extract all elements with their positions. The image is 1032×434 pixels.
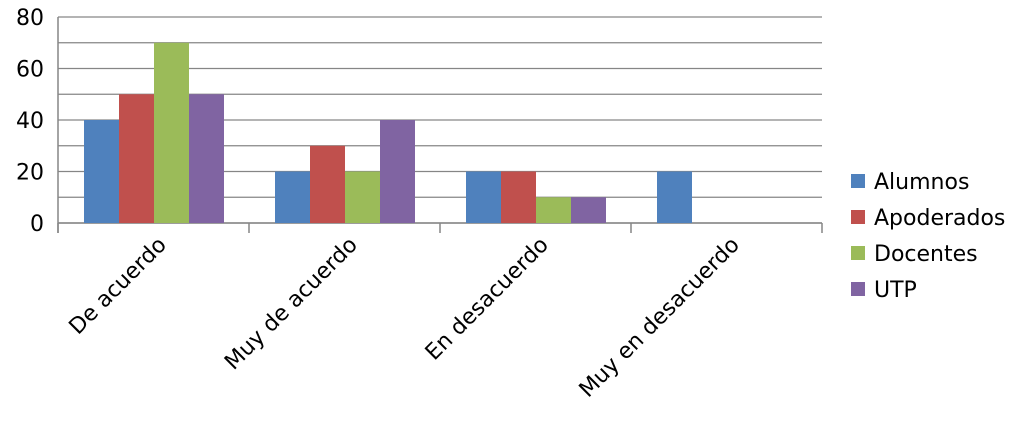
bar-docentes bbox=[345, 171, 380, 223]
legend-item: Apoderados bbox=[851, 206, 1005, 231]
bar-docentes bbox=[536, 197, 571, 223]
legend-swatch bbox=[851, 210, 865, 224]
legend: Alumnos Apoderados Docentes UTP bbox=[851, 170, 1005, 303]
bar-apoderados bbox=[310, 145, 345, 223]
legend-label: UTP bbox=[874, 278, 917, 303]
legend-item: UTP bbox=[851, 278, 917, 303]
legend-item: Alumnos bbox=[851, 170, 969, 195]
bar-utp bbox=[571, 197, 606, 223]
bar-alumnos bbox=[275, 171, 310, 223]
legend-label: Docentes bbox=[874, 242, 978, 267]
category-label: Muy de acuerdo bbox=[220, 233, 363, 376]
y-tick-label: 60 bbox=[16, 58, 44, 83]
y-tick-label: 40 bbox=[16, 109, 44, 134]
legend-swatch bbox=[851, 246, 865, 260]
bar-utp bbox=[380, 120, 415, 223]
y-tick-label: 80 bbox=[16, 6, 44, 31]
bars bbox=[84, 42, 692, 223]
legend-item: Docentes bbox=[851, 242, 978, 267]
bar-alumnos bbox=[657, 171, 692, 223]
category-labels: De acuerdo Muy de acuerdo En desacuerdo Muy… bbox=[65, 233, 745, 403]
category-label: De acuerdo bbox=[65, 233, 172, 340]
y-tick-labels: 0 20 40 60 80 bbox=[16, 6, 44, 237]
bar-apoderados bbox=[119, 94, 154, 223]
y-tick-label: 0 bbox=[30, 212, 44, 237]
category-label: Muy en desacuerdo bbox=[575, 233, 745, 403]
bar-utp bbox=[189, 94, 224, 223]
legend-swatch bbox=[851, 174, 865, 188]
legend-label: Apoderados bbox=[874, 206, 1005, 231]
bar-apoderados bbox=[501, 171, 536, 223]
legend-swatch bbox=[851, 282, 865, 296]
category-label: En desacuerdo bbox=[421, 233, 554, 366]
bar-docentes bbox=[154, 42, 189, 223]
bar-alumnos bbox=[84, 120, 119, 223]
bar-alumnos bbox=[466, 171, 501, 223]
legend-label: Alumnos bbox=[874, 170, 969, 195]
y-tick-label: 20 bbox=[16, 161, 44, 186]
